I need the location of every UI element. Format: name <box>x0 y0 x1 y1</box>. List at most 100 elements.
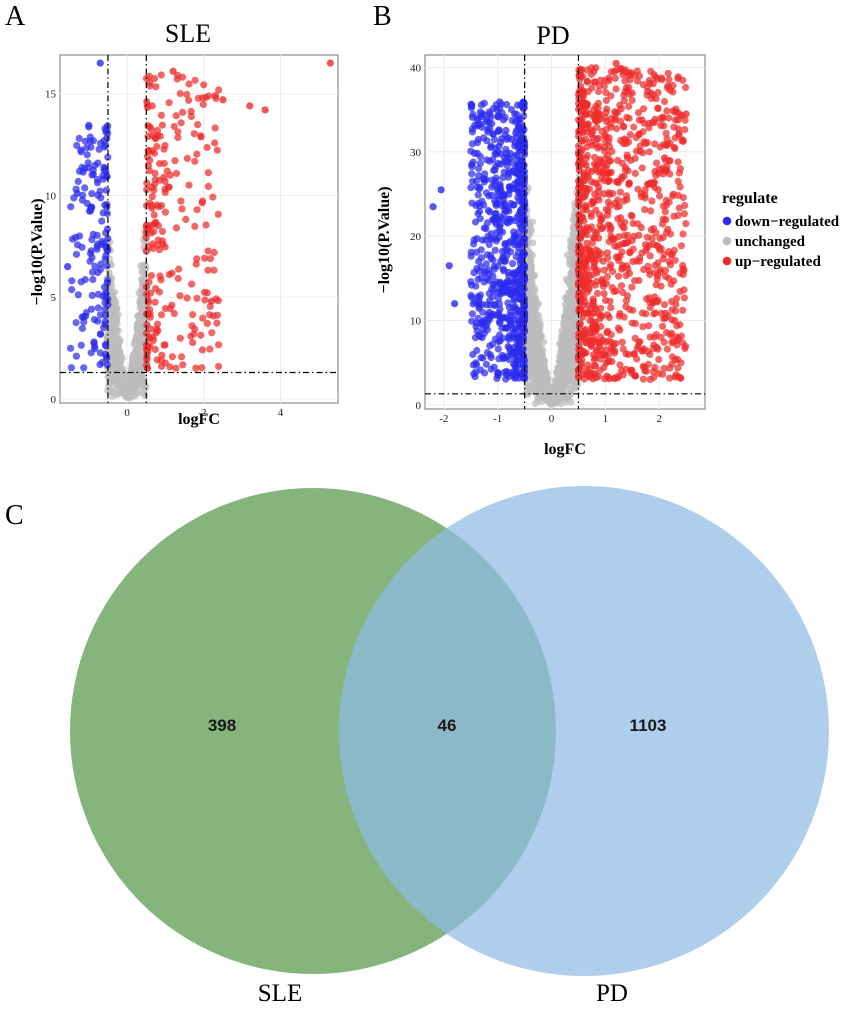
sle-point-up-regulated <box>185 96 193 104</box>
sle-point-up-regulated <box>203 289 211 297</box>
pd-point-up-regulated <box>650 178 659 186</box>
pd-point-up-regulated <box>676 321 684 329</box>
pd-point-unchanged <box>557 383 565 391</box>
sle-point-up-regulated <box>143 186 151 194</box>
pd-point-up-regulated <box>587 212 595 220</box>
pd-point-up-regulated <box>611 199 620 207</box>
pd-point-up-regulated <box>676 165 685 173</box>
sle-point-down-regulated <box>89 230 97 238</box>
pd-point-up-regulated <box>660 301 669 309</box>
pd-point-up-regulated <box>665 198 673 206</box>
sle-point-up-regulated <box>204 169 212 177</box>
pd-point-up-regulated <box>630 123 638 131</box>
pd-threshold-lines <box>425 55 705 409</box>
legend-label-down: down−regulated <box>735 214 840 230</box>
pd-point-down-regulated <box>496 278 504 286</box>
pd-point-up-regulated <box>575 99 583 107</box>
pd-point-down-regulated <box>498 135 506 143</box>
sle-point-down-regulated <box>103 353 111 361</box>
sle-point-up-regulated <box>199 100 207 108</box>
sle-x-axis-title: logFC <box>178 411 220 428</box>
sle-point-up-regulated <box>161 208 169 216</box>
pd-point-up-regulated <box>583 78 591 86</box>
sle-point-up-regulated <box>143 101 151 109</box>
pd-point-up-regulated <box>631 372 639 380</box>
pd-point-down-regulated <box>511 142 519 150</box>
pd-point-down-regulated <box>467 104 475 112</box>
sle-point-down-regulated <box>87 349 95 357</box>
pd-point-up-regulated <box>607 232 615 240</box>
pd-point-unchanged <box>561 360 569 368</box>
pd-point-up-regulated <box>591 234 599 242</box>
pd-y-tick-label: 20 <box>410 231 422 243</box>
venn-diagram: 398 46 1103 SLE PD <box>70 486 829 1007</box>
pd-point-up-regulated <box>606 120 614 128</box>
pd-point-down-regulated <box>492 144 500 152</box>
sle-point-down-regulated <box>83 151 91 159</box>
sle-point-down-regulated <box>100 163 108 171</box>
pd-point-down-regulated <box>477 120 485 128</box>
pd-point-down-regulated <box>474 210 482 218</box>
sle-point-down-regulated <box>94 304 102 312</box>
pd-point-up-regulated <box>649 80 657 88</box>
pd-point-down-regulated <box>504 299 512 307</box>
sle-point-up-regulated <box>172 364 180 372</box>
pd-point-up-regulated <box>666 261 675 269</box>
pd-point-up-regulated <box>622 272 630 280</box>
pd-point-up-regulated <box>575 182 584 190</box>
sle-point-up-regulated <box>199 314 207 322</box>
pd-point-down-regulated <box>507 290 515 298</box>
pd-point-down-regulated <box>495 300 503 308</box>
sle-x-tick-label: 4 <box>278 407 284 419</box>
pd-point-unchanged <box>564 375 572 383</box>
sle-point-up-regulated <box>198 364 206 372</box>
sle-point-up-regulated <box>200 81 208 89</box>
sle-point-down-regulated <box>77 341 85 349</box>
pd-x-tick-label: 1 <box>603 413 609 425</box>
pd-point-up-regulated <box>578 356 586 364</box>
pd-point-down-regulated <box>518 349 526 357</box>
sle-point-down-regulated <box>99 209 107 217</box>
pd-point-up-regulated <box>602 96 611 104</box>
pd-point-unchanged <box>569 319 577 327</box>
pd-point-up-regulated <box>652 159 661 167</box>
pd-point-up-regulated <box>605 137 613 145</box>
sle-point-up-regulated <box>209 312 217 320</box>
pd-point-down-regulated <box>503 251 511 259</box>
sle-point-up-regulated <box>168 301 176 309</box>
pd-point-up-regulated <box>643 91 651 99</box>
pd-point-up-regulated <box>664 225 672 233</box>
sle-point-up-regulated <box>208 329 216 337</box>
sle-point-unchanged <box>109 291 117 299</box>
pd-point-up-regulated <box>605 157 613 165</box>
pd-point-up-regulated <box>654 88 662 97</box>
sle-point-up-regulated <box>144 342 152 350</box>
sle-point-up-regulated <box>165 271 173 279</box>
sle-point-up-regulated <box>170 122 178 131</box>
pd-point-up-regulated <box>627 366 635 374</box>
pd-point-up-regulated <box>593 347 601 355</box>
sle-point-down-regulated <box>67 203 75 211</box>
pd-point-up-regulated <box>623 154 632 162</box>
pd-point-up-regulated <box>604 198 613 206</box>
sle-point-up-regulated <box>155 203 163 211</box>
pd-point-outlier <box>429 203 437 211</box>
pd-point-unchanged <box>531 350 539 358</box>
pd-point-up-regulated <box>611 242 619 250</box>
sle-point-unchanged <box>136 358 144 367</box>
sle-point-up-regulated <box>151 74 159 83</box>
pd-point-up-regulated <box>577 117 585 125</box>
pd-point-down-regulated <box>476 366 485 374</box>
pd-point-up-regulated <box>625 180 633 189</box>
sle-point-up-regulated <box>190 130 198 138</box>
pd-point-unchanged <box>540 385 548 393</box>
pd-point-down-regulated <box>510 334 518 343</box>
sle-point-up-regulated <box>144 132 152 140</box>
sle-volcano-plot: 0 2 4 0 5 10 15 logFC −log10(P.Value) <box>29 54 339 428</box>
pd-point-unchanged <box>565 296 573 304</box>
pd-point-down-regulated <box>470 240 478 248</box>
pd-point-up-regulated <box>640 363 649 371</box>
sle-point-up-regulated <box>215 341 223 349</box>
pd-point-up-regulated <box>653 343 661 351</box>
